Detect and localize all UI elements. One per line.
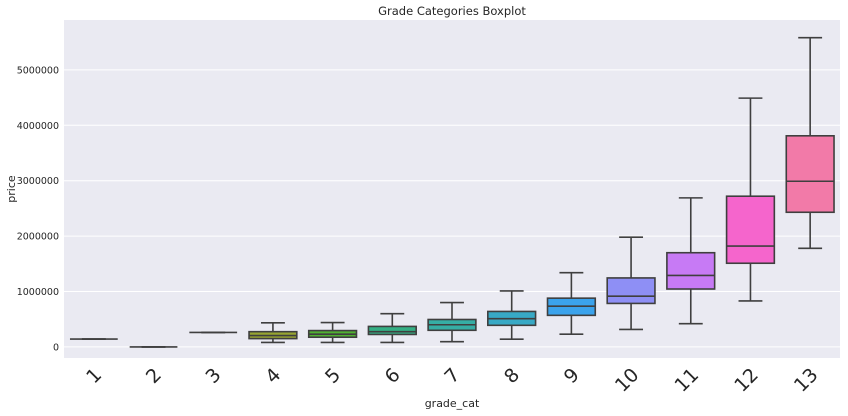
box-8 xyxy=(487,290,537,340)
x-tick-label: 9 xyxy=(560,364,584,388)
box-9 xyxy=(546,271,597,335)
x-tick-label: 1 xyxy=(82,364,106,388)
x-axis-label: grade_cat xyxy=(425,397,480,410)
y-axis-label: price xyxy=(5,175,18,203)
y-tick-label: 0 xyxy=(53,342,59,353)
box-body xyxy=(785,135,835,214)
x-tick-label: 10 xyxy=(611,364,644,397)
boxes xyxy=(69,36,835,348)
x-tick-label: 2 xyxy=(142,364,166,388)
x-tick-label: 5 xyxy=(321,364,345,388)
y-tick-label: 3000000 xyxy=(17,176,59,187)
box-body xyxy=(666,251,716,290)
box-11 xyxy=(666,197,716,325)
box-body xyxy=(725,195,776,265)
box-10 xyxy=(606,236,656,331)
x-tick-label: 13 xyxy=(790,364,823,397)
x-tick-label: 11 xyxy=(671,364,704,397)
box-4 xyxy=(248,322,298,344)
box-7 xyxy=(427,301,477,343)
x-tick-label: 8 xyxy=(500,364,524,388)
y-tick-label: 1000000 xyxy=(17,287,59,298)
plot-background xyxy=(64,20,840,358)
y-tick-label: 2000000 xyxy=(17,232,59,243)
box-6 xyxy=(367,312,417,344)
x-tick-label: 4 xyxy=(261,364,285,388)
box-12 xyxy=(725,97,776,302)
box-13 xyxy=(785,36,835,250)
box-body xyxy=(367,325,417,336)
box-body xyxy=(606,277,656,305)
x-tick-label: 3 xyxy=(202,364,226,388)
y-tick-label: 4000000 xyxy=(17,121,59,132)
x-tick-labels: 1 2 3 4 5 6 7 8 9 10 11 12 13 xyxy=(82,364,822,397)
x-tick-label: 12 xyxy=(730,364,763,397)
gridlines xyxy=(64,69,840,348)
x-tick-label: 6 xyxy=(381,364,405,388)
x-tick-label: 7 xyxy=(440,364,464,388)
y-tick-labels: 0 1000000 2000000 3000000 4000000 5000000 xyxy=(17,65,59,353)
chart-title: Grade Categories Boxplot xyxy=(378,4,526,18)
y-tick-label: 5000000 xyxy=(17,65,59,76)
box-5 xyxy=(307,321,358,344)
